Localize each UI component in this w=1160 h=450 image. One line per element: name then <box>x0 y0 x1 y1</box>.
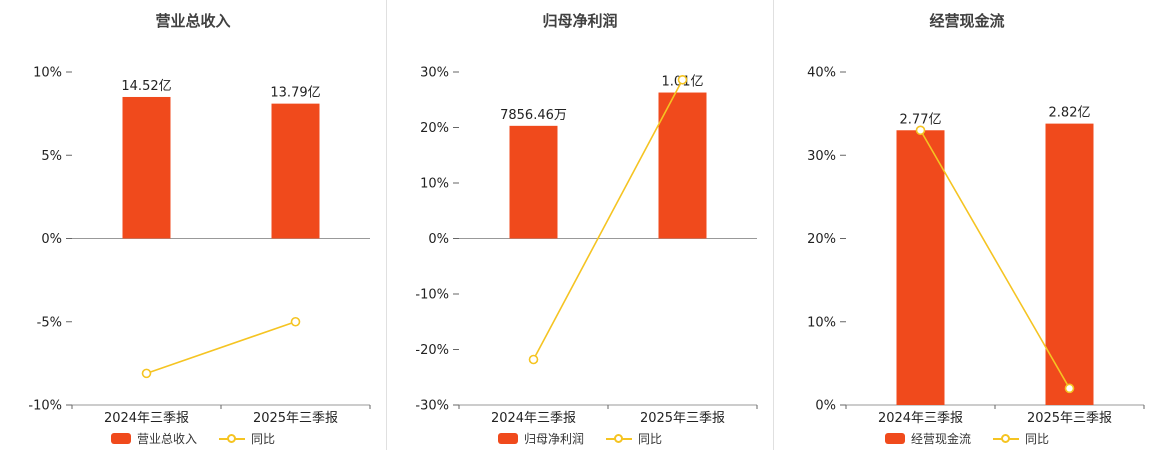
svg-text:2025年三季报: 2025年三季报 <box>253 411 338 426</box>
net-profit-chart: -30%-20%-10%0%10%20%30%7856.46万1.01亿2024… <box>415 66 758 426</box>
chart-title-cash-flow: 经营现金流 <box>929 12 1005 30</box>
svg-text:30%: 30% <box>807 149 836 164</box>
chart-panel-cash-flow: 经营现金流 0% 10% 20% 30% 40% 2.77亿 2.82亿 2024年三季报 20… <box>773 0 1160 450</box>
legend-net-profit: 归母净利润 同比 <box>387 430 773 447</box>
svg-text:20%: 20% <box>807 232 836 247</box>
legend-bar-label: 经营现金流 <box>910 432 971 446</box>
line-marker-icon <box>993 433 1019 444</box>
chart-title-revenue: 营业总收入 <box>155 12 231 30</box>
cash-flow-chart: 0% 10% 20% 30% 40% 2.77亿 2.82亿 2024年三季报 2025年三季报 <box>807 66 1145 426</box>
svg-text:2025年三季报: 2025年三季报 <box>640 411 725 426</box>
svg-text:2025年三季报: 2025年三季报 <box>1027 411 1112 426</box>
bar-swatch-icon <box>497 433 518 444</box>
legend-line-label: 同比 <box>638 432 663 446</box>
bar-swatch-icon <box>110 433 131 444</box>
chart-panel-revenue: 营业总收入 -10% -5% 0% 5% 10% 14.52亿 13.79亿 2024年三季报… <box>0 0 386 450</box>
svg-text:-10%: -10% <box>415 288 449 303</box>
legend-bar-label: 归母净利润 <box>523 432 584 446</box>
svg-text:0%: 0% <box>815 399 836 414</box>
svg-text:2.82亿: 2.82亿 <box>1049 106 1091 121</box>
svg-text:2.77亿: 2.77亿 <box>900 112 942 127</box>
chart-title-net-profit: 归母净利润 <box>542 12 618 30</box>
line-marker-icon <box>606 433 632 444</box>
legend-cash-flow: 经营现金流 同比 <box>774 430 1160 447</box>
legend-bar-label: 营业总收入 <box>136 432 197 446</box>
svg-text:7856.46万: 7856.46万 <box>500 108 567 123</box>
chart-panel-net-profit: 归母净利润 -30%-20%-10%0%10%20%30%7856.46万1.0… <box>386 0 773 450</box>
svg-text:13.79亿: 13.79亿 <box>270 86 320 101</box>
svg-text:5%: 5% <box>41 149 62 164</box>
svg-text:14.52亿: 14.52亿 <box>121 79 171 94</box>
svg-text:0%: 0% <box>41 232 62 247</box>
legend-line-label: 同比 <box>251 432 276 446</box>
svg-text:10%: 10% <box>420 177 449 192</box>
svg-text:-30%: -30% <box>415 399 449 414</box>
svg-text:2024年三季报: 2024年三季报 <box>491 411 576 426</box>
svg-text:-5%: -5% <box>37 315 62 330</box>
svg-text:2024年三季报: 2024年三季报 <box>104 411 189 426</box>
svg-text:20%: 20% <box>420 121 449 136</box>
revenue-chart: -10% -5% 0% 5% 10% 14.52亿 13.79亿 2024年三季报 2025年三… <box>28 66 371 426</box>
line-marker-icon <box>219 433 245 444</box>
svg-text:0%: 0% <box>428 232 449 247</box>
bar-swatch-icon <box>884 433 905 444</box>
svg-text:2024年三季报: 2024年三季报 <box>878 411 963 426</box>
svg-text:-20%: -20% <box>415 343 449 358</box>
svg-text:10%: 10% <box>807 315 836 330</box>
svg-text:40%: 40% <box>807 66 836 81</box>
svg-text:-10%: -10% <box>28 399 62 414</box>
legend-revenue: 营业总收入 同比 <box>0 430 386 447</box>
svg-text:10%: 10% <box>33 66 62 81</box>
svg-text:30%: 30% <box>420 66 449 81</box>
legend-line-label: 同比 <box>1025 432 1050 446</box>
